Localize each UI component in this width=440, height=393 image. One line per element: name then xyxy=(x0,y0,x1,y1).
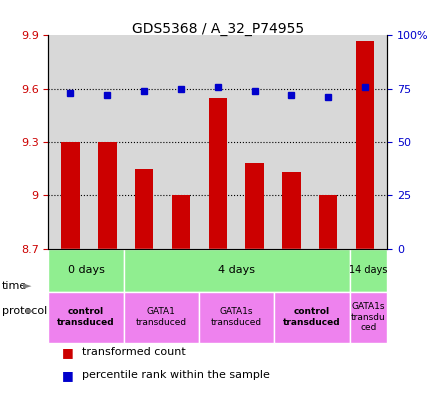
Text: GDS5368 / A_32_P74955: GDS5368 / A_32_P74955 xyxy=(132,22,304,36)
Text: percentile rank within the sample: percentile rank within the sample xyxy=(82,371,270,380)
Bar xyxy=(124,249,349,292)
Bar xyxy=(124,292,199,343)
Text: ►: ► xyxy=(26,306,34,316)
Text: ■: ■ xyxy=(62,346,74,359)
Text: GATA1
transduced: GATA1 transduced xyxy=(136,307,187,327)
Text: 4 days: 4 days xyxy=(218,265,255,275)
Bar xyxy=(356,41,374,249)
Text: 0 days: 0 days xyxy=(68,265,104,275)
Bar xyxy=(282,173,301,249)
Text: transformed count: transformed count xyxy=(82,347,186,357)
Bar xyxy=(274,292,349,343)
Text: control
transduced: control transduced xyxy=(57,307,115,327)
Bar xyxy=(61,142,80,249)
Bar xyxy=(135,169,154,249)
Bar xyxy=(349,292,387,343)
Text: control
transduced: control transduced xyxy=(283,307,341,327)
Bar xyxy=(48,249,124,292)
Bar xyxy=(98,142,117,249)
Text: ■: ■ xyxy=(62,369,74,382)
Text: GATA1s
transduced: GATA1s transduced xyxy=(211,307,262,327)
Bar xyxy=(349,249,387,292)
Text: time: time xyxy=(2,281,27,291)
Bar xyxy=(246,163,264,249)
Text: 14 days: 14 days xyxy=(349,265,388,275)
Bar xyxy=(209,97,227,249)
Bar xyxy=(199,292,274,343)
Text: GATA1s
transdu
ced: GATA1s transdu ced xyxy=(351,302,386,332)
Bar xyxy=(172,195,190,249)
Text: ►: ► xyxy=(23,281,31,291)
Bar xyxy=(48,292,124,343)
Text: protocol: protocol xyxy=(2,306,48,316)
Bar xyxy=(319,195,337,249)
